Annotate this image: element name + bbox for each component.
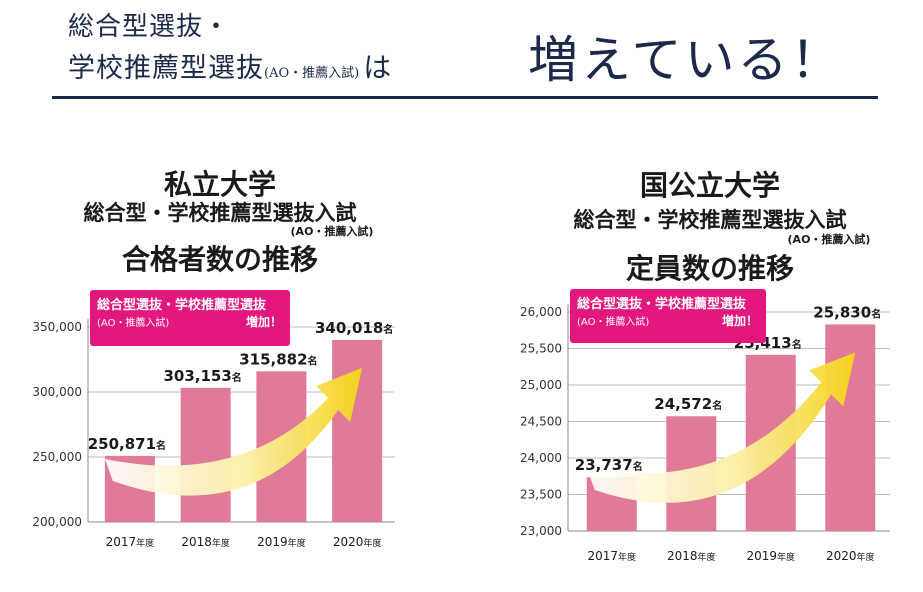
badge-line1: 総合型選抜・学校推薦型選抜 xyxy=(97,297,267,313)
bar xyxy=(332,339,383,522)
chart-title-sub: (AO・推薦入試) xyxy=(290,225,374,238)
chart-title-line2: 総合型・学校推薦型選抜入試 xyxy=(83,201,357,225)
y-tick-label: 350,000 xyxy=(32,320,82,334)
data-label: 303,153名 xyxy=(163,367,241,385)
private-university-chart: 350,000 300,000 250,000 200,000 250,871名 303,… xyxy=(32,290,395,549)
header-line2: 学校推薦型選抜(AO・推薦入試) は xyxy=(68,46,392,86)
increase-badge xyxy=(90,290,290,346)
header-headline: 増えている！ xyxy=(528,31,844,89)
chart-title-line1: 私立大学 xyxy=(163,168,276,201)
badge-line2: (AO・推薦入試) xyxy=(577,315,649,328)
y-tick-label: 24,000 xyxy=(520,451,562,465)
trend-arrow xyxy=(586,352,856,503)
data-label: 315,882名 xyxy=(239,350,317,368)
header-line2-main: 学校推薦型選抜 xyxy=(68,53,264,84)
chart-title-line1: 国公立大学 xyxy=(639,169,780,202)
x-tick-label: 2018年度 xyxy=(181,535,230,549)
x-tick-label: 2018年度 xyxy=(667,549,716,563)
badge-line2: (AO・推薦入試) xyxy=(97,316,169,329)
y-tick-label: 23,500 xyxy=(520,488,562,502)
x-tick-label: 2019年度 xyxy=(257,535,306,549)
y-tick-label: 25,500 xyxy=(520,342,562,356)
y-tick-label: 24,500 xyxy=(520,415,562,429)
chart-title-sub: (AO・推薦入試) xyxy=(787,233,871,246)
badge-line3: 増加！ xyxy=(246,314,282,329)
x-tick-label: 2020年度 xyxy=(826,549,875,563)
x-tick-label: 2019年度 xyxy=(746,549,795,563)
bar xyxy=(180,387,231,522)
data-label: 340,018名 xyxy=(315,319,393,337)
x-tick-label: 2020年度 xyxy=(333,535,382,549)
data-label: 23,737名 xyxy=(575,456,643,474)
header-line2-ha: は xyxy=(363,51,393,84)
increase-badge xyxy=(570,289,766,343)
data-label: 250,871名 xyxy=(88,435,166,453)
data-label: 24,572名 xyxy=(654,395,722,413)
y-tick-label: 250,000 xyxy=(32,450,82,464)
chart-title-line2: 総合型・学校推薦型選抜入試 xyxy=(573,208,847,232)
badge-line1: 総合型選抜・学校推薦型選抜 xyxy=(577,296,747,312)
y-tick-label: 23,000 xyxy=(520,524,562,538)
header-line1: 総合型選抜・ xyxy=(68,12,231,42)
x-tick-label: 2017年度 xyxy=(106,535,155,549)
y-tick-label: 25,000 xyxy=(520,378,562,392)
page-header: 総合型選抜・ 学校推薦型選抜(AO・推薦入試) は 増えている！ xyxy=(0,0,923,100)
y-tick-label: 300,000 xyxy=(32,385,82,399)
chart-title-line3: 合格者数の推移 xyxy=(121,243,318,276)
trend-arrow xyxy=(104,367,363,496)
header-line2-sub: (AO・推薦入試) xyxy=(264,66,360,81)
header-divider xyxy=(52,96,878,99)
y-tick-label: 200,000 xyxy=(32,515,82,529)
y-tick-label: 26,000 xyxy=(520,305,562,319)
public-university-chart: 26,000 25,500 25,000 24,500 24,000 23,500 23,0… xyxy=(520,289,890,563)
x-tick-label: 2017年度 xyxy=(587,549,636,563)
chart-title-line3: 定員数の推移 xyxy=(625,252,794,285)
data-label: 25,830名 xyxy=(813,303,881,321)
badge-line3: 増加！ xyxy=(722,313,758,328)
